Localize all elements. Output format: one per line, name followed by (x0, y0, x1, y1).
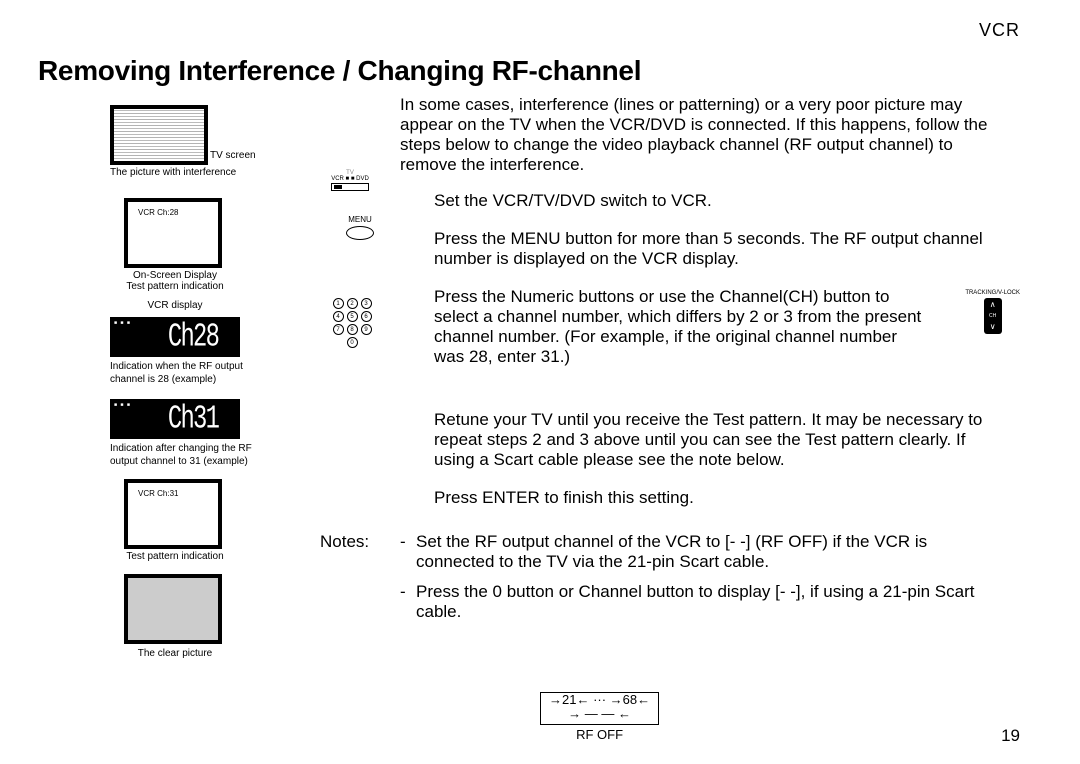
step-2: Press the MENU button for more than 5 se… (400, 229, 1010, 269)
osd-caption-2: Test pattern indication (110, 281, 240, 292)
vcr28-caption2: channel is 28 (example) (110, 374, 310, 385)
vcr31-caption2: output channel to 31 (example) (110, 456, 310, 467)
section-label: VCR (979, 20, 1020, 41)
osd-caption-1: On-Screen Display (110, 270, 240, 281)
main-text: In some cases, interference (lines or pa… (400, 95, 1010, 632)
osd31-caption: Test pattern indication (110, 551, 240, 562)
vcr-display-label: VCR display (110, 300, 240, 311)
switch-icon: TV VCR ■ ■ DVD (330, 170, 370, 191)
note-2: - Press the 0 button or Channel button t… (400, 582, 1010, 622)
osd-text-28: VCR Ch:28 (138, 208, 178, 217)
step-1: Set the VCR/TV/DVD switch to VCR. (400, 191, 1010, 211)
step-4: Retune your TV until you receive the Tes… (400, 410, 1010, 470)
interference-caption: The picture with interference (110, 167, 310, 178)
page-title: Removing Interference / Changing RF-chan… (38, 55, 641, 87)
mid-icons: TV VCR ■ ■ DVD MENU 123 456 789 0 (330, 170, 390, 350)
osd-text-31: VCR Ch:31 (138, 489, 178, 498)
step-3: Press the Numeric buttons or use the Cha… (400, 287, 930, 367)
osd-figure-31: VCR Ch:31 (124, 479, 222, 549)
left-figures: The picture with interference VCR Ch:28 … (110, 105, 310, 659)
page-number: 19 (1001, 726, 1020, 746)
vcr-display-28: ■ ■ ■ Ch28 (110, 317, 240, 357)
step-5: Press ENTER to finish this setting. (400, 488, 1010, 508)
vcr28-caption1: Indication when the RF output (110, 361, 310, 372)
vcr31-caption1: Indication after changing the RF (110, 443, 310, 454)
vcr-display-31: ■ ■ ■ Ch31 (110, 399, 240, 439)
osd-figure-28: VCR Ch:28 (124, 198, 222, 268)
notes-section: Notes: - Set the RF output channel of th… (320, 532, 1010, 632)
notes-label: Notes: (320, 532, 376, 632)
clear-caption: The clear picture (110, 648, 240, 659)
rf-off-diagram: →21← ··· →68← → — — ← RF OFF (540, 692, 659, 742)
menu-button-icon: MENU (330, 215, 390, 240)
numeric-keypad-icon: 123 456 789 0 (330, 298, 374, 348)
tvscreen-label: TV screen (210, 150, 256, 161)
note-1: - Set the RF output channel of the VCR t… (400, 532, 1010, 572)
clear-picture-figure (124, 574, 222, 644)
intro-text: In some cases, interference (lines or pa… (400, 95, 1010, 175)
tv-interference-figure (110, 105, 208, 165)
